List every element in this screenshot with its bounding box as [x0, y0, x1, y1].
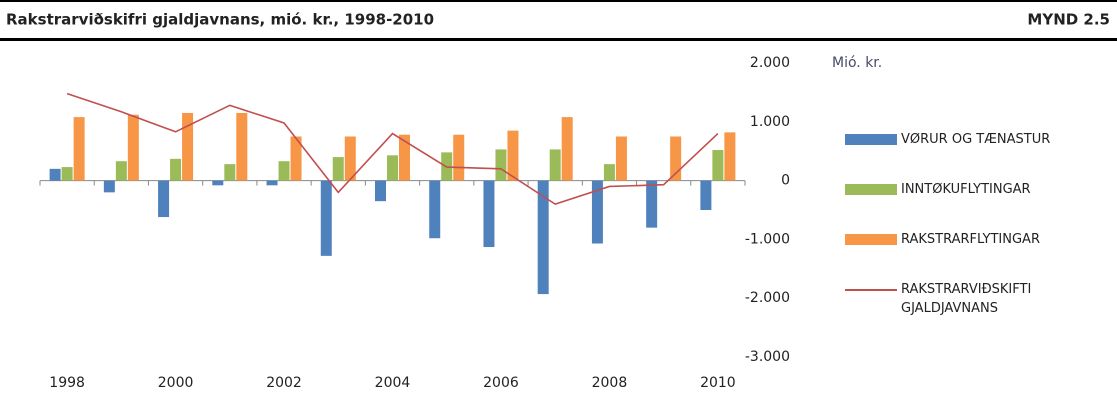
title-rule [0, 38, 1117, 41]
bar [344, 136, 356, 181]
x-tick-label: 2006 [483, 375, 519, 391]
bar [724, 132, 736, 181]
y-tick-label: 2.000 [750, 55, 790, 71]
legend-item: RAKSTRARVIÐSKIFTI GJALDJAVNANS [845, 280, 1051, 318]
legend-item: RAKSTRARFLYTINGAR [845, 230, 1051, 249]
legend-label: VØRUR OG TÆNASTUR [901, 132, 1051, 147]
y-tick-label: -3.000 [745, 349, 790, 365]
y-tick-label: 1.000 [750, 114, 790, 130]
bar [429, 180, 441, 239]
bar [549, 149, 561, 181]
chart-title: Rakstrarviðskifri gjaldjavnans, mió. kr.… [6, 11, 434, 29]
x-tick-label: 2000 [158, 375, 194, 391]
bar [182, 112, 194, 181]
bar [73, 117, 85, 181]
bar [158, 180, 170, 218]
bar [507, 130, 519, 181]
bar [495, 149, 507, 181]
bar [332, 157, 344, 181]
bar [603, 164, 615, 181]
bar [712, 150, 724, 181]
bar [320, 180, 332, 256]
bar [670, 136, 682, 181]
bar [127, 114, 139, 181]
bar [61, 167, 73, 181]
bar [236, 112, 248, 181]
legend-swatch [845, 234, 897, 245]
bar [224, 164, 236, 181]
bar [266, 180, 278, 186]
bar [103, 180, 115, 193]
figure-label: MYND 2.5 [1027, 11, 1110, 29]
bar [483, 180, 495, 248]
bar [212, 180, 224, 186]
x-tick-label: 2002 [266, 375, 302, 391]
legend-swatch [845, 184, 897, 195]
bar [561, 117, 573, 181]
bar [290, 136, 302, 181]
legend-swatch [845, 134, 897, 145]
bar [278, 161, 290, 181]
legend-item: VØRUR OG TÆNASTUR [845, 130, 1051, 149]
y-tick-label: -1.000 [745, 231, 790, 247]
legend-label: RAKSTRARVIÐSKIFTI GJALDJAVNANS [901, 282, 1032, 316]
legend-label: RAKSTRARFLYTINGAR [901, 232, 1040, 247]
bar [49, 168, 61, 181]
bar [115, 161, 127, 181]
legend-swatch [845, 289, 897, 291]
y-axis-label: Mió. kr. [832, 55, 882, 71]
line-series [66, 92, 719, 205]
legend-item: INNTØKUFLYTINGAR [845, 180, 1051, 199]
bar [375, 180, 386, 202]
bar [700, 180, 712, 210]
bar [387, 155, 398, 181]
bar [399, 134, 410, 181]
x-tick-label: 1998 [49, 375, 85, 391]
x-tick-label: 2008 [592, 375, 628, 391]
bar [453, 134, 465, 181]
bar [170, 158, 182, 181]
top-rule [0, 0, 1117, 2]
bar [646, 180, 658, 228]
bar [591, 180, 603, 244]
legend-label: INNTØKUFLYTINGAR [901, 182, 1031, 197]
y-tick-label: -2.000 [745, 290, 790, 306]
bar [537, 180, 549, 295]
x-tick-label: 2010 [700, 375, 736, 391]
x-tick-label: 2004 [375, 375, 411, 391]
y-tick-label: 0 [781, 173, 790, 189]
bar [615, 136, 627, 181]
